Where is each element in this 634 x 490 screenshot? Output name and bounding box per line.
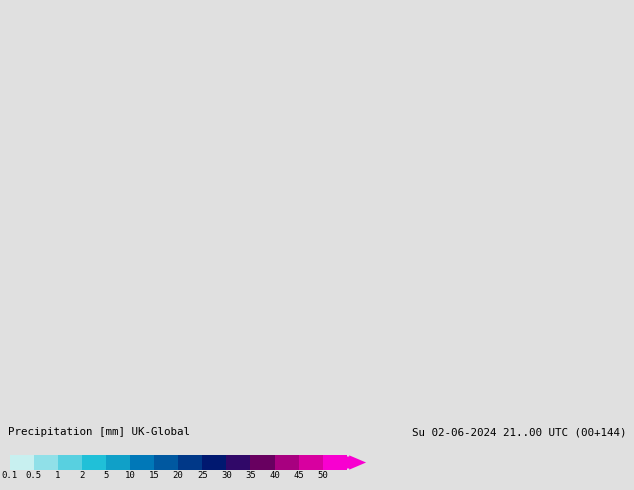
Text: 1: 1 — [55, 471, 60, 480]
Bar — [226, 455, 250, 469]
Bar — [299, 455, 323, 469]
Bar — [275, 455, 299, 469]
Bar — [34, 455, 58, 469]
Text: 0.5: 0.5 — [25, 471, 42, 480]
Text: 15: 15 — [149, 471, 159, 480]
Text: 25: 25 — [197, 471, 207, 480]
Text: Precipitation [mm] UK-Global: Precipitation [mm] UK-Global — [8, 427, 190, 437]
Bar — [323, 455, 347, 469]
Bar — [130, 455, 154, 469]
Bar — [202, 455, 226, 469]
Text: Su 02-06-2024 21..00 UTC (00+144): Su 02-06-2024 21..00 UTC (00+144) — [412, 427, 626, 437]
Bar — [154, 455, 178, 469]
Text: 20: 20 — [173, 471, 183, 480]
Text: 10: 10 — [125, 471, 135, 480]
Text: 35: 35 — [245, 471, 256, 480]
Text: 45: 45 — [294, 471, 304, 480]
FancyArrow shape — [346, 455, 366, 469]
Bar — [250, 455, 275, 469]
Text: 50: 50 — [318, 471, 328, 480]
Text: 30: 30 — [221, 471, 231, 480]
Text: 40: 40 — [269, 471, 280, 480]
Text: 5: 5 — [103, 471, 108, 480]
Bar — [58, 455, 82, 469]
Bar — [178, 455, 202, 469]
Text: 2: 2 — [79, 471, 84, 480]
Bar — [106, 455, 130, 469]
Bar — [10, 455, 34, 469]
Text: 0.1: 0.1 — [1, 471, 18, 480]
Bar — [82, 455, 106, 469]
